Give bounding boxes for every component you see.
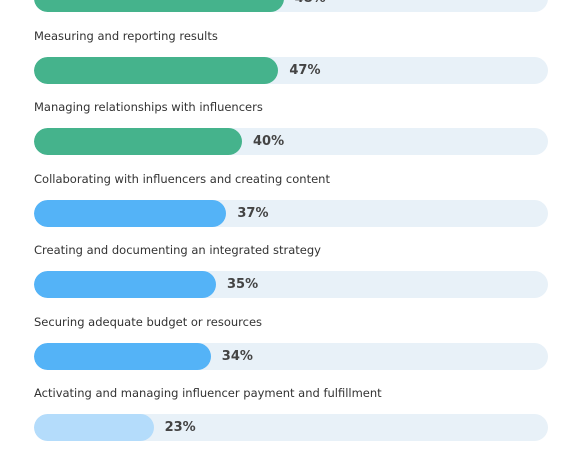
bar-value-label: 34% xyxy=(221,348,253,364)
bar xyxy=(34,414,154,441)
bar-value-label: 37% xyxy=(237,205,269,221)
bar-value-label: 23% xyxy=(164,420,196,435)
bar-category-label: Activating and managing influencer payme… xyxy=(34,386,382,400)
bar-track xyxy=(34,414,548,441)
bar-value-label: 35% xyxy=(227,277,259,292)
bar xyxy=(34,128,242,155)
bar xyxy=(34,342,211,370)
bar xyxy=(34,271,216,298)
bar xyxy=(34,0,284,12)
bar-track xyxy=(34,56,548,84)
bar-category-label: Creating and documenting an integrated s… xyxy=(34,243,321,257)
bar xyxy=(34,199,227,227)
bar-category-label: Measuring and reporting results xyxy=(34,28,218,43)
bar-track xyxy=(34,342,548,370)
bar-track xyxy=(34,199,548,227)
bar-category-label: Collaborating with influencers and creat… xyxy=(34,171,330,186)
bar-category-label: Managing relationships with influencers xyxy=(34,100,263,114)
bar-track xyxy=(34,128,548,155)
bar-value-label: 47% xyxy=(289,62,321,78)
bar-value-label: 40% xyxy=(253,134,285,149)
bar-track xyxy=(34,0,548,12)
bar-category-label: Securing adequate budget or resources xyxy=(34,314,263,329)
bar xyxy=(34,56,279,84)
bar-value-label: 48% xyxy=(295,0,326,6)
bar-track xyxy=(34,271,548,298)
